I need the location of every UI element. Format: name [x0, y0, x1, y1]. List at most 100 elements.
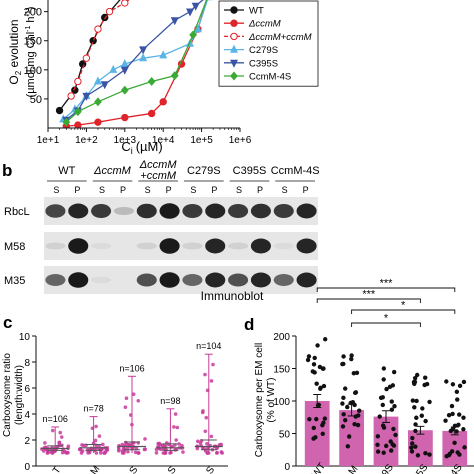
ratio-data-point: [133, 450, 138, 455]
o2-data-point: [191, 2, 200, 11]
percell-data-point: [420, 406, 425, 411]
percell-y-tick-label: 100: [273, 397, 290, 408]
percell-data-point: [392, 404, 397, 409]
percell-data-point: [311, 362, 317, 367]
blot-band: [182, 242, 203, 250]
percell-data-point: [349, 353, 354, 358]
percell-data-point: [419, 413, 424, 418]
o2-y-tick-label: 100: [24, 65, 42, 77]
blot-strip: [44, 232, 318, 260]
panel-letter-c: c: [3, 313, 12, 332]
blot-group-label: CcmM-4S: [271, 165, 320, 177]
ratio-data-point: [209, 379, 214, 383]
ratio-data-point: [57, 440, 61, 445]
significance-label: ***: [362, 289, 376, 301]
percell-data-point: [461, 415, 466, 420]
percell-data-point: [391, 426, 396, 432]
o2-x-tick-label: 1e+4: [152, 135, 175, 146]
ratio-data-point: [203, 429, 208, 434]
ratio-data-point: [97, 434, 102, 438]
percell-data-point: [353, 414, 358, 419]
blot-band: [159, 238, 180, 254]
percell-data-point: [456, 412, 462, 417]
o2-ylabel-sup2: -1: [25, 10, 32, 16]
ratio-data-point: [98, 451, 103, 455]
blot-band: [45, 274, 66, 286]
blot-lane-s-label: S: [190, 185, 196, 195]
percell-data-point: [446, 452, 452, 458]
percell-data-point: [352, 390, 358, 396]
o2-data-point: [186, 8, 195, 17]
blot-band: [68, 272, 89, 288]
percell-data-point: [345, 444, 351, 449]
ratio-data-point: [177, 442, 182, 446]
blot-group-label: ΔccmM: [93, 165, 132, 177]
ratio-data-point: [217, 442, 222, 447]
ratio-data-point: [219, 450, 224, 454]
ratio-data-point: [50, 446, 55, 450]
o2-y-tick-label: 150: [24, 36, 42, 48]
blot-band: [91, 242, 112, 250]
percell-data-point: [340, 424, 346, 429]
blot-band: [136, 203, 157, 219]
o2-y-tick-label: 200: [24, 7, 42, 19]
percell-data-point: [423, 418, 428, 424]
percell-data-point: [321, 420, 326, 425]
ratio-data-point: [101, 442, 105, 447]
blot-band: [113, 207, 134, 215]
percell-data-point: [412, 405, 417, 410]
percell-data-point: [444, 379, 449, 384]
panel-letter-b: b: [2, 161, 12, 180]
percell-y-tick-label: 0: [284, 462, 290, 473]
ratio-data-point: [180, 443, 184, 448]
blot-band: [182, 274, 203, 286]
ratio-data-point: [195, 446, 200, 451]
o2-data-point: [105, 7, 114, 16]
o2-legend-label: ΔccmM: [248, 19, 281, 30]
percell-data-point: [375, 449, 381, 454]
percell-data-point: [410, 435, 415, 441]
percell-ylabel2: (% of WT): [266, 378, 277, 423]
o2-legend-label: C279S: [249, 45, 278, 56]
blot-lane-s-label: S: [282, 185, 288, 195]
percell-data-point: [450, 411, 455, 417]
percell-data-point: [423, 375, 428, 380]
ratio-data-point: [175, 425, 180, 430]
ratio-data-point: [136, 398, 141, 403]
blot-band: [205, 272, 226, 288]
percell-data-point: [318, 385, 323, 390]
o2-data-point: [94, 118, 102, 126]
ratio-data-point: [211, 362, 215, 367]
ratio-data-point: [154, 447, 159, 452]
o2-data-point: [109, 64, 118, 73]
percell-data-point: [455, 397, 460, 402]
ratio-data-point: [173, 412, 178, 416]
percell-data-point: [409, 445, 414, 450]
o2-legend-marker: [230, 6, 238, 14]
ratio-data-point: [131, 392, 136, 397]
o2-data-point: [62, 117, 71, 127]
o2-data-point: [159, 98, 167, 106]
percell-bar: [304, 401, 330, 466]
percell-data-point: [450, 427, 455, 432]
ratio-data-point: [142, 447, 147, 452]
percell-data-point: [414, 372, 420, 378]
ratio-data-point: [126, 449, 130, 454]
o2-data-point: [193, 24, 202, 33]
percell-data-point: [312, 355, 317, 361]
percell-data-point: [307, 416, 312, 422]
o2-legend-marker: [230, 32, 238, 41]
percell-data-point: [355, 422, 361, 428]
ratio-data-point: [77, 447, 82, 452]
ratio-data-point: [205, 451, 210, 455]
percell-y-tick-label: 200: [273, 332, 290, 343]
ratio-data-point: [136, 451, 141, 455]
o2-data-point: [89, 37, 97, 45]
o2-legend-box: [218, 0, 319, 87]
o2-x-tick-label: 1e+2: [75, 135, 98, 146]
percell-data-point: [315, 343, 320, 348]
ratio-data-point: [128, 413, 133, 417]
ratio-category-label: T: [51, 465, 64, 474]
percell-data-point: [306, 354, 312, 359]
